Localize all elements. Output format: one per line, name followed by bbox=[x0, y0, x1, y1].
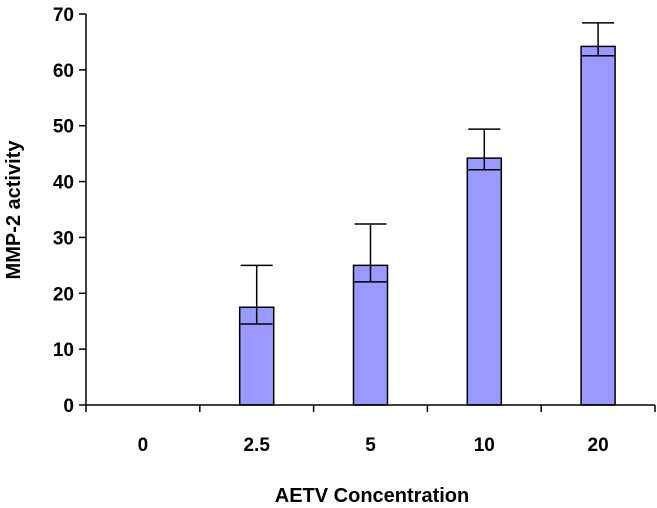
y-tick-label-0: 0 bbox=[63, 396, 74, 417]
bar-20 bbox=[580, 45, 616, 406]
x-axis-title: AETV Concentration bbox=[275, 485, 469, 507]
x-tick-label-20: 20 bbox=[588, 435, 609, 456]
error-bar-5 bbox=[354, 223, 387, 283]
y-tick-label-10: 10 bbox=[53, 340, 74, 361]
x-tick-label-0: 0 bbox=[138, 435, 149, 456]
y-tick-label-60: 60 bbox=[53, 61, 74, 82]
y-tick-label-50: 50 bbox=[53, 117, 74, 138]
x-axis-tick-labels: 0 2.5 5 10 20 bbox=[138, 435, 609, 456]
bars bbox=[238, 45, 616, 406]
y-axis-ticks bbox=[79, 13, 86, 406]
bar-5 bbox=[352, 264, 389, 406]
error-bar-2.5 bbox=[240, 264, 273, 325]
bar-10 bbox=[466, 157, 503, 406]
x-tick-label-2.5: 2.5 bbox=[243, 435, 270, 456]
y-tick-label-70: 70 bbox=[53, 5, 74, 26]
error-bar-10 bbox=[468, 128, 501, 171]
y-axis-tick-labels: 0 10 20 30 40 50 60 70 bbox=[53, 5, 74, 417]
x-axis-ticks bbox=[85, 405, 656, 412]
x-tick-label-5: 5 bbox=[365, 435, 376, 456]
y-tick-label-30: 30 bbox=[53, 228, 74, 249]
x-tick-label-10: 10 bbox=[474, 435, 495, 456]
error-bar-20 bbox=[582, 22, 615, 57]
y-tick-label-20: 20 bbox=[53, 284, 74, 305]
error-bars bbox=[240, 22, 615, 325]
y-axis-title: MMP-2 activity bbox=[3, 140, 25, 280]
y-tick-label-40: 40 bbox=[53, 173, 74, 194]
